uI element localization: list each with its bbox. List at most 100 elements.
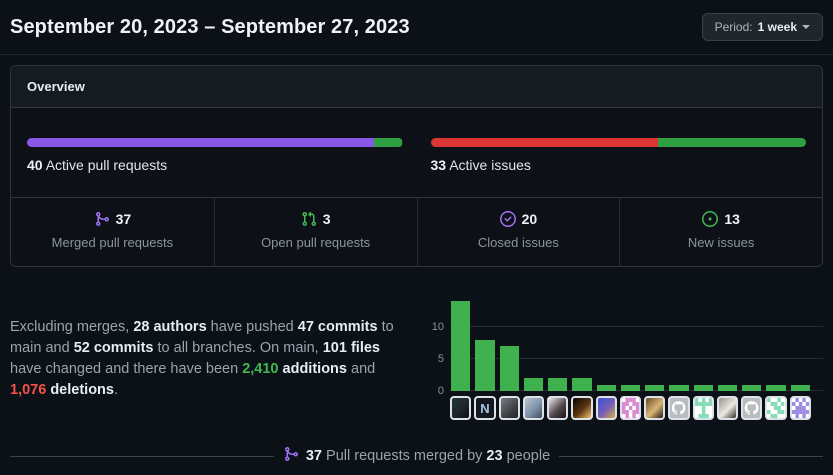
stat-value: 13	[724, 211, 740, 227]
avatar-contributor-10[interactable]	[668, 396, 690, 420]
text-segment: 52 commits	[73, 340, 154, 356]
avatar-photo	[597, 398, 615, 418]
text-segment: have pushed	[206, 319, 298, 335]
text-segment: 28 authors	[133, 319, 207, 335]
avatar-contributor-9[interactable]	[644, 396, 666, 420]
commit-bar	[766, 384, 786, 391]
stat-label: Closed issues	[477, 235, 559, 250]
avatar-contributor-7[interactable]	[595, 396, 617, 420]
chart-y-axis: 0 5 10	[426, 295, 450, 397]
activity-bars-row: 40 Active pull requests 33 Active issues	[11, 108, 822, 197]
chart-plot-wrap: N	[450, 295, 823, 420]
avatar-contributor-14[interactable]	[765, 396, 787, 420]
stat-value: 3	[322, 211, 331, 227]
chart-bars	[450, 295, 811, 391]
active-issues-label: 33 Active issues	[430, 157, 531, 173]
text-segment: to all branches. On main,	[153, 340, 323, 356]
git-merge-icon	[283, 446, 299, 466]
avatar-contributor-15[interactable]	[789, 396, 811, 420]
commit-bar	[572, 378, 592, 391]
avatar-photo	[500, 398, 518, 418]
active-pull-requests-label: 40 Active pull requests	[27, 157, 168, 173]
commit-bar	[596, 384, 616, 391]
text-segment: 2,410	[242, 361, 279, 377]
text-segment: people	[502, 448, 551, 464]
text-segment: have changed and there have been	[10, 361, 243, 377]
gridline	[450, 358, 823, 359]
avatar-contributor-8[interactable]	[619, 396, 642, 420]
overview-panel: Overview 40 Active pull requests 33 Acti…	[10, 65, 823, 267]
period-value: 1 week	[757, 20, 797, 34]
y-tick-label: 0	[437, 385, 444, 397]
identicon	[791, 398, 809, 418]
y-tick-label: 5	[437, 353, 444, 365]
merged-pr-legend: 37 Pull requests merged by 23 people	[10, 446, 823, 466]
legend-divider-right	[559, 455, 823, 457]
avatar-photo	[646, 398, 664, 418]
stat-open-pull-requests[interactable]: 3 Open pull requests	[213, 198, 417, 266]
new-issues-segment	[658, 138, 806, 147]
commit-bar	[451, 301, 471, 391]
octocat-icon	[672, 401, 686, 415]
git-merge-icon	[94, 211, 110, 227]
issues-progressbar	[430, 138, 806, 147]
contributor-avatars-row: N	[450, 396, 811, 420]
text-segment: 47 commits	[297, 319, 378, 335]
stat-merged-pull-requests[interactable]: 37 Merged pull requests	[11, 198, 214, 266]
avatar-contributor-12[interactable]	[716, 396, 739, 420]
pull-requests-progressbar	[27, 138, 403, 147]
legend-text: 37 Pull requests merged by 23 people	[283, 446, 550, 466]
commit-bar	[669, 384, 689, 391]
commit-bar	[620, 384, 641, 391]
avatar-contributor-6[interactable]	[571, 396, 593, 420]
text-segment: deletions	[50, 382, 114, 398]
page-title: September 20, 2023 – September 27, 2023	[10, 15, 410, 38]
y-tick-label: 10	[431, 321, 444, 333]
identicon	[767, 398, 785, 418]
period-selector-button[interactable]: Period: 1 week	[701, 13, 823, 41]
avatar-contributor-5[interactable]	[547, 396, 569, 420]
issues-block: 33 Active issues	[430, 138, 806, 173]
octocat-icon	[744, 401, 759, 415]
commit-bar	[742, 384, 762, 391]
text-segment: .	[113, 382, 119, 398]
avatar-contributor-4[interactable]	[522, 396, 545, 420]
text-segment: to main and	[10, 319, 394, 356]
gridline	[450, 326, 823, 327]
avatar-contributor-1[interactable]	[450, 396, 472, 420]
avatar-photo	[573, 398, 591, 418]
avatar-contributor-13[interactable]	[741, 396, 763, 420]
text-segment: and	[346, 361, 376, 377]
merged-pr-segment	[27, 138, 375, 147]
stat-value: 37	[115, 211, 132, 227]
avatar-photo	[524, 398, 543, 418]
text-segment: 101 files	[322, 340, 380, 356]
commit-bar	[790, 384, 810, 391]
avatar-photo	[718, 398, 737, 418]
avatar-contributor-3[interactable]	[498, 396, 520, 420]
identicon	[621, 398, 640, 418]
avatar-photo	[549, 398, 567, 418]
legend-divider-left	[10, 455, 274, 457]
summary-text: Excluding merges, 28 authors have pushed…	[10, 295, 414, 420]
text-segment: additions	[282, 361, 347, 377]
text-segment: Pull requests merged by	[322, 448, 487, 464]
stat-new-issues[interactable]: 13 New issues	[619, 198, 822, 266]
content-row: Excluding merges, 28 authors have pushed…	[10, 295, 823, 420]
commit-bar	[475, 339, 495, 391]
identicon	[694, 398, 712, 418]
avatar-contributor-2[interactable]: N	[474, 396, 496, 420]
avatar-photo	[452, 398, 470, 418]
overview-panel-header: Overview	[11, 66, 822, 108]
stat-closed-issues[interactable]: 20 Closed issues	[416, 198, 620, 266]
commit-bar	[693, 384, 713, 391]
avatar-contributor-11[interactable]	[692, 396, 714, 420]
pull-requests-block: 40 Active pull requests	[27, 138, 403, 173]
stat-value: 20	[521, 211, 538, 227]
commits-bar-chart: 0 5 10 N	[426, 295, 823, 420]
legend-text-segments: 37 Pull requests merged by 23 people	[306, 448, 550, 464]
stat-label: New issues	[687, 235, 755, 250]
period-prefix: Period:	[714, 20, 753, 34]
avatar-logo-letter: N	[480, 400, 490, 416]
